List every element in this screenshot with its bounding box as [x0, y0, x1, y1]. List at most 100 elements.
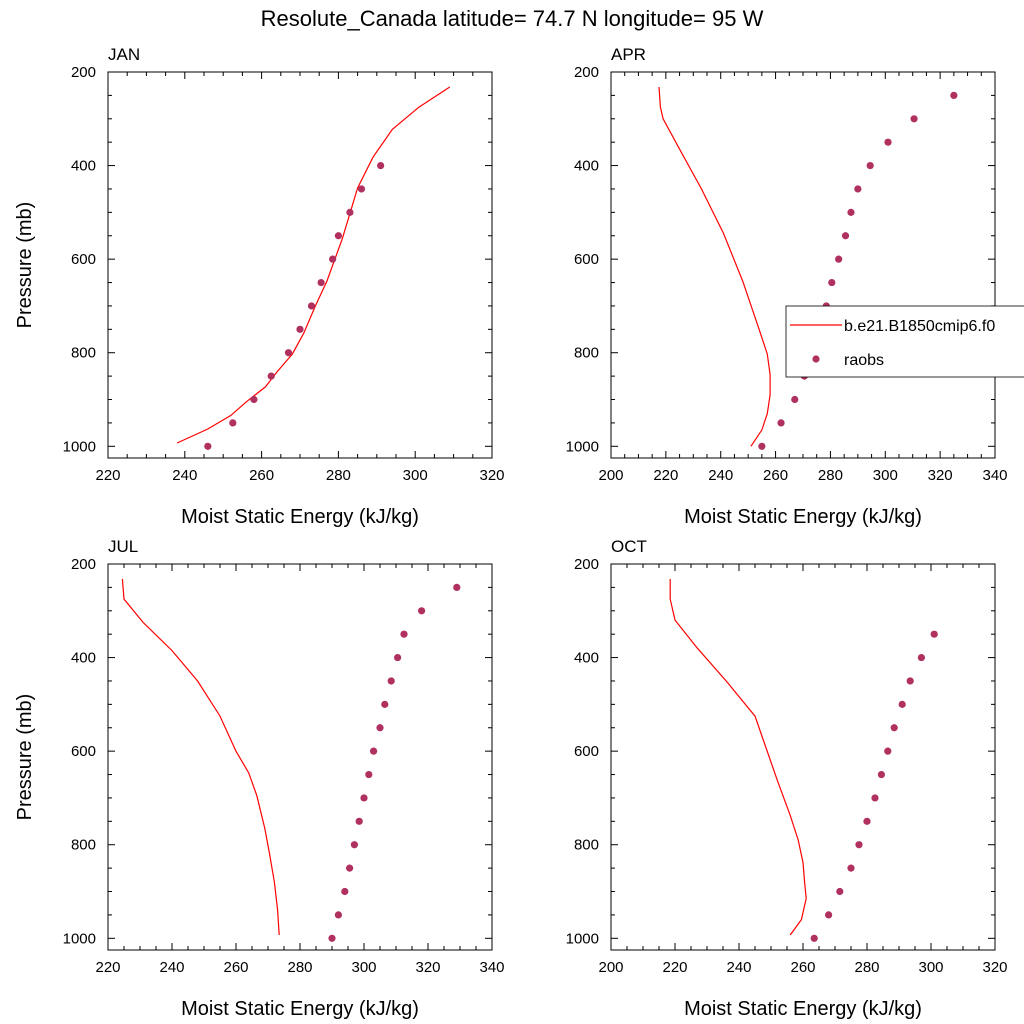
- obs-point: [847, 208, 855, 216]
- obs-point: [329, 255, 337, 263]
- y-tick-label: 1000: [63, 930, 96, 947]
- obs-point: [910, 115, 918, 123]
- legend: b.e21.B1850cmip6.f0 raobs: [785, 305, 1024, 378]
- plot-frame: [610, 563, 996, 951]
- obs-point: [871, 794, 879, 802]
- obs-point: [418, 607, 426, 615]
- x-tick-label: 240: [726, 959, 751, 976]
- obs-point: [346, 864, 354, 872]
- y-tick-label: 200: [71, 64, 96, 81]
- obs-point: [917, 653, 926, 662]
- x-axis-title: Moist Static Energy (kJ/kg): [684, 998, 922, 1020]
- x-tick-label: 220: [95, 959, 120, 976]
- obs-point: [835, 255, 843, 263]
- x-tick-label: 300: [351, 959, 376, 976]
- x-tick-label: 340: [479, 959, 504, 976]
- obs-point: [884, 138, 892, 146]
- obs-point: [229, 419, 237, 427]
- model-series-line: [658, 86, 771, 447]
- x-axis-title: Moist Static Energy (kJ/kg): [181, 998, 419, 1020]
- y-tick-label: 800: [574, 345, 599, 362]
- panel-jan: JAN 220 240 260 280 300 320 200 400 600 800 1000 Mo…: [14, 45, 505, 528]
- obs-point: [854, 185, 862, 193]
- x-tick-label: 320: [479, 467, 504, 484]
- panel-apr: APR 200 220 240 260 280 300 320 340 200 400 600 800…: [566, 45, 1008, 528]
- y-tick-label: 200: [71, 556, 96, 573]
- obs-point: [890, 724, 898, 732]
- y-tick-label: 800: [71, 345, 96, 362]
- x-tick-label: 280: [818, 467, 843, 484]
- x-tick-label: 300: [918, 959, 943, 976]
- obs-point: [791, 395, 799, 404]
- y-tick-label: 600: [574, 251, 599, 268]
- obs-point: [334, 911, 342, 919]
- obs-point: [360, 794, 368, 802]
- panel-label: APR: [611, 45, 646, 64]
- legend-box: [785, 305, 1024, 378]
- x-tick-label: 320: [415, 959, 440, 976]
- panel-label: JUL: [108, 537, 138, 556]
- panel-jul: JUL 220 240 260 280 300 320 340 200 400 600 800 100…: [14, 537, 505, 1020]
- obs-point: [828, 278, 836, 287]
- x-tick-label: 320: [982, 959, 1007, 976]
- obs-point: [394, 653, 402, 662]
- obs-point: [355, 817, 363, 825]
- obs-point: [841, 232, 850, 240]
- obs-point: [400, 630, 408, 638]
- y-tick-label: 800: [574, 837, 599, 854]
- y-tick-label: 400: [574, 158, 599, 175]
- x-axis-title: Moist Static Energy (kJ/kg): [684, 506, 922, 528]
- y-tick-label: 400: [574, 650, 599, 667]
- obs-point: [810, 934, 818, 942]
- plot-frame: [107, 563, 493, 951]
- obs-point: [777, 419, 785, 427]
- obs-point: [250, 395, 258, 404]
- obs-point: [453, 583, 461, 591]
- obs-point: [307, 302, 316, 310]
- obs-point: [855, 841, 863, 849]
- x-tick-label: 340: [982, 467, 1007, 484]
- x-tick-label: 240: [708, 467, 733, 484]
- obs-point: [930, 630, 938, 638]
- obs-point: [365, 770, 373, 779]
- obs-point: [296, 325, 304, 333]
- x-tick-label: 260: [790, 959, 815, 976]
- x-tick-label: 300: [873, 467, 898, 484]
- obs-point: [847, 864, 855, 872]
- y-tick-label: 600: [71, 251, 96, 268]
- obs-point: [350, 841, 358, 849]
- y-tick-label: 600: [71, 743, 96, 760]
- obs-point: [376, 724, 384, 732]
- x-tick-label: 280: [854, 959, 879, 976]
- obs-point: [758, 442, 766, 450]
- obs-point: [884, 747, 892, 755]
- panel-label: JAN: [108, 45, 140, 64]
- x-tick-label: 220: [95, 467, 120, 484]
- obs-point: [381, 700, 389, 708]
- y-tick-label: 800: [71, 837, 96, 854]
- obs-point: [825, 911, 833, 919]
- x-axis-title: Moist Static Energy (kJ/kg): [181, 506, 419, 528]
- obs-point: [377, 161, 385, 170]
- obs-point: [267, 372, 275, 380]
- plot-frame: [107, 71, 493, 459]
- obs-point: [346, 208, 354, 216]
- obs-point: [387, 677, 395, 685]
- obs-point: [284, 349, 293, 357]
- page-title: Resolute_Canada latitude= 74.7 N longitu…: [261, 6, 764, 31]
- x-tick-label: 240: [159, 959, 184, 976]
- obs-point: [334, 232, 342, 240]
- legend-obs-marker: [812, 355, 820, 363]
- obs-point: [370, 747, 378, 755]
- obs-point: [950, 91, 958, 99]
- legend-obs-label: raobs: [844, 352, 884, 369]
- x-tick-label: 220: [662, 959, 687, 976]
- x-tick-label: 260: [223, 959, 248, 976]
- obs-point: [906, 677, 914, 685]
- x-tick-label: 240: [172, 467, 197, 484]
- x-tick-label: 280: [287, 959, 312, 976]
- model-series-line: [669, 579, 807, 936]
- panel-label: OCT: [611, 537, 647, 556]
- y-tick-label: 1000: [566, 930, 599, 947]
